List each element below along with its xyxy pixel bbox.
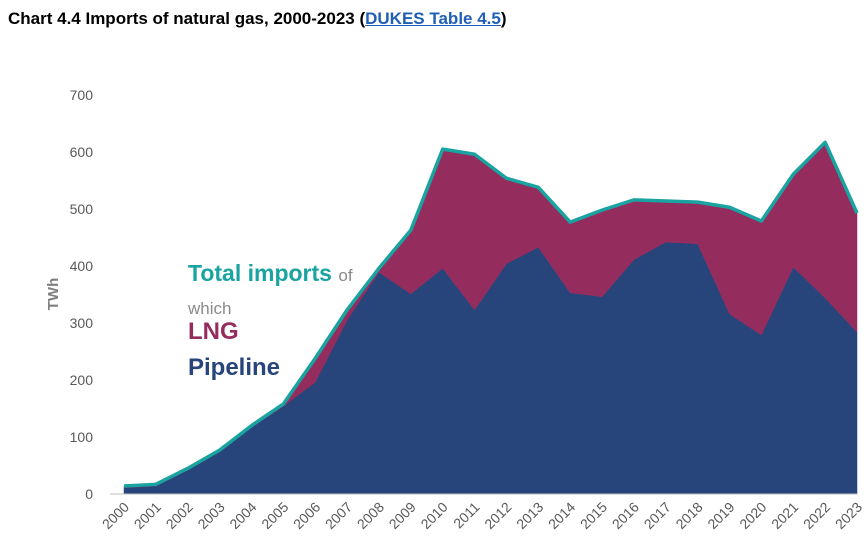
x-tick-label: 2006 xyxy=(290,499,323,532)
y-tick-label: 400 xyxy=(70,258,94,274)
legend-total: Total imports of which xyxy=(188,258,366,324)
x-tick-label: 2009 xyxy=(386,499,419,532)
x-tick-label: 2007 xyxy=(322,499,355,532)
source-link[interactable]: DUKES Table 4.5 xyxy=(365,9,501,28)
x-tick-label: 2004 xyxy=(226,499,259,532)
x-tick-label: 2018 xyxy=(672,499,705,532)
line xyxy=(123,140,859,488)
x-tick-label: 2011 xyxy=(450,499,483,532)
x-tick-label: 2019 xyxy=(704,499,737,532)
x-tick-label: 2015 xyxy=(577,499,610,532)
x-tick-label: 2021 xyxy=(768,499,801,532)
chart-title-end: ) xyxy=(500,9,507,28)
x-tick-label: 2013 xyxy=(513,499,546,532)
x-tick-label: 2003 xyxy=(194,499,227,532)
x-tick-label: 2023 xyxy=(832,499,865,532)
x-tick-label: 2001 xyxy=(131,499,164,532)
x-tick-label: 2000 xyxy=(99,499,132,532)
legend-entry: LNG xyxy=(188,318,239,345)
y-tick-label: 300 xyxy=(70,315,94,331)
x-tick-label: 2016 xyxy=(609,499,642,532)
x-tick-label: 2008 xyxy=(354,499,387,532)
y-tick-label: 700 xyxy=(70,87,94,103)
y-tick-label: 500 xyxy=(70,201,94,217)
x-tick-label: 2022 xyxy=(800,499,833,532)
x-tick-label: 2002 xyxy=(163,499,196,532)
y-tick-label: 200 xyxy=(70,372,94,388)
x-tick-label: 2005 xyxy=(258,499,291,532)
y-axis-label: TWh xyxy=(45,278,62,310)
x-tick-label: 2014 xyxy=(545,499,578,532)
y-tick-label: 100 xyxy=(70,429,94,445)
x-tick-label: 2010 xyxy=(417,499,450,532)
x-tick-label: 2012 xyxy=(481,499,514,532)
legend-connector: of which xyxy=(188,266,353,318)
y-tick-label: 0 xyxy=(85,486,93,502)
x-tick-label: 2017 xyxy=(641,499,674,532)
y-tick-label: 600 xyxy=(70,144,94,160)
x-tick-label: 2020 xyxy=(736,499,769,532)
chart-title: Chart 4.4 Imports of natural gas, 2000-2… xyxy=(8,9,366,28)
legend-entry: Pipeline xyxy=(188,354,281,381)
legend-entry: Total imports xyxy=(188,260,332,286)
chart-title-block: Chart 4.4 Imports of natural gas, 2000-2… xyxy=(8,9,507,29)
